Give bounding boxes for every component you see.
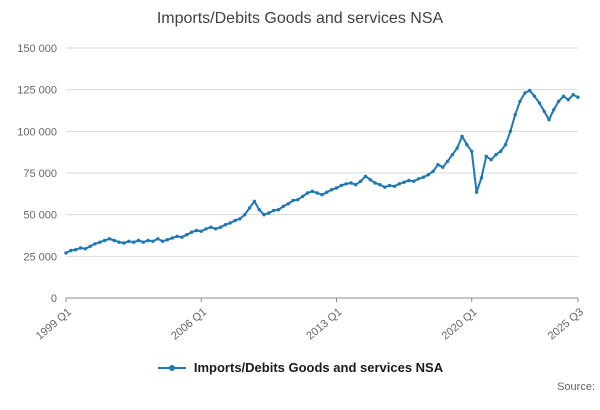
svg-text:2020 Q1: 2020 Q1 <box>440 306 480 342</box>
svg-text:100 000: 100 000 <box>17 126 57 138</box>
svg-text:75 000: 75 000 <box>23 168 57 180</box>
svg-text:125 000: 125 000 <box>17 85 57 97</box>
line-chart-canvas: 0 25 000 50 000 75 000 100 000 125 000 150 000… <box>17 43 586 342</box>
svg-text:0: 0 <box>51 293 57 305</box>
svg-text:2025 Q3: 2025 Q3 <box>546 306 586 342</box>
svg-text:2013 Q1: 2013 Q1 <box>304 306 344 342</box>
svg-text:1999 Q1: 1999 Q1 <box>34 306 74 342</box>
legend-line-marker <box>157 364 186 371</box>
source-label: Source: <box>557 381 595 393</box>
chart-title: Imports/Debits Goods and services NSA <box>156 10 444 27</box>
svg-text:2006 Q1: 2006 Q1 <box>169 306 209 342</box>
legend: Imports/Debits Goods and services NSA <box>0 360 600 375</box>
svg-text:150 000: 150 000 <box>17 43 57 55</box>
svg-text:50 000: 50 000 <box>23 210 57 222</box>
svg-text:25 000: 25 000 <box>23 251 57 263</box>
legend-label: Imports/Debits Goods and services NSA <box>193 360 444 375</box>
